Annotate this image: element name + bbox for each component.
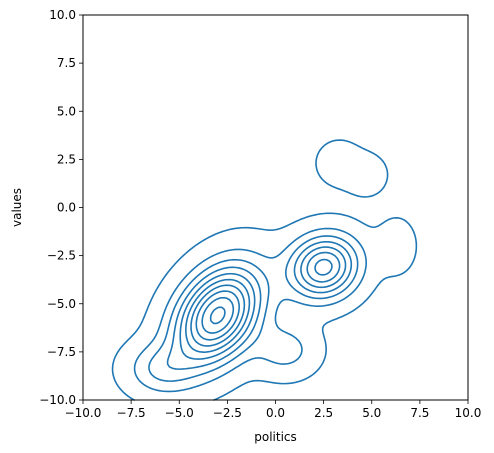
y-axis-ticks: −10.0 −7.5 −5.0 −2.5 0.0 2.5 5.0 7.5 10.0 [39, 8, 83, 407]
y-tick-label: −10.0 [39, 393, 76, 407]
y-tick-label: −2.5 [47, 249, 76, 263]
contour-level-2 [133, 227, 367, 393]
y-tick-label: 0.0 [57, 201, 76, 215]
y-tick-label: 10.0 [49, 8, 76, 22]
x-tick-label: −10.0 [65, 406, 102, 420]
contour-level-9 [201, 296, 235, 334]
contour-level-1 [111, 139, 418, 401]
x-axis-label: politics [254, 430, 297, 444]
y-tick-label: 5.0 [57, 104, 76, 118]
x-tick-label: −7.5 [117, 406, 146, 420]
x-tick-label: 5.0 [362, 406, 381, 420]
x-tick-label: −2.5 [213, 406, 242, 420]
y-tick-label: −5.0 [47, 297, 76, 311]
y-tick-label: −7.5 [47, 345, 76, 359]
contour-level-7 [190, 258, 333, 347]
contour-level-3 [148, 235, 359, 382]
contour-level-5 [179, 246, 347, 360]
contour-level-6 [185, 251, 341, 353]
contour-level-4 [166, 240, 353, 370]
x-tick-label: 0.0 [266, 406, 285, 420]
y-tick-label: 7.5 [57, 56, 76, 70]
plot-frame [82, 14, 469, 401]
x-tick-label: 7.5 [410, 406, 429, 420]
x-tick-label: −5.0 [165, 406, 194, 420]
y-axis-label: values [10, 188, 24, 227]
x-axis-ticks: −10.0 −7.5 −5.0 −2.5 0.0 2.5 5.0 7.5 10.0 [65, 400, 482, 420]
contour-level-10 [209, 306, 226, 325]
contour-lines [111, 139, 418, 401]
contour-level-8 [195, 290, 240, 341]
y-tick-label: 2.5 [57, 152, 76, 166]
x-tick-label: 10.0 [455, 406, 482, 420]
x-tick-label: 2.5 [314, 406, 333, 420]
